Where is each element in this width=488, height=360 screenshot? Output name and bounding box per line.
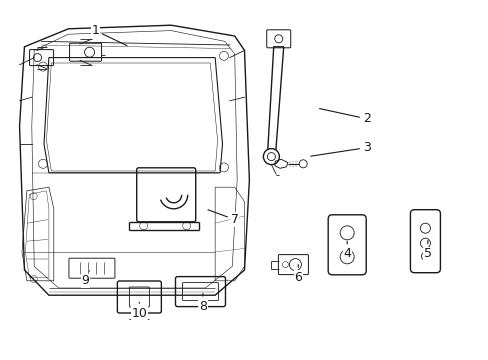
Text: 8: 8 [199,293,206,312]
Text: 7: 7 [207,210,238,226]
Circle shape [263,149,279,165]
Text: 5: 5 [423,240,431,260]
Text: 2: 2 [319,109,370,125]
Text: 10: 10 [131,302,147,320]
Text: 4: 4 [343,241,350,260]
Text: 1: 1 [91,24,127,46]
Text: 9: 9 [81,271,89,287]
Polygon shape [267,47,283,157]
Text: 6: 6 [294,265,302,284]
Circle shape [299,160,306,168]
Text: 3: 3 [310,141,370,156]
